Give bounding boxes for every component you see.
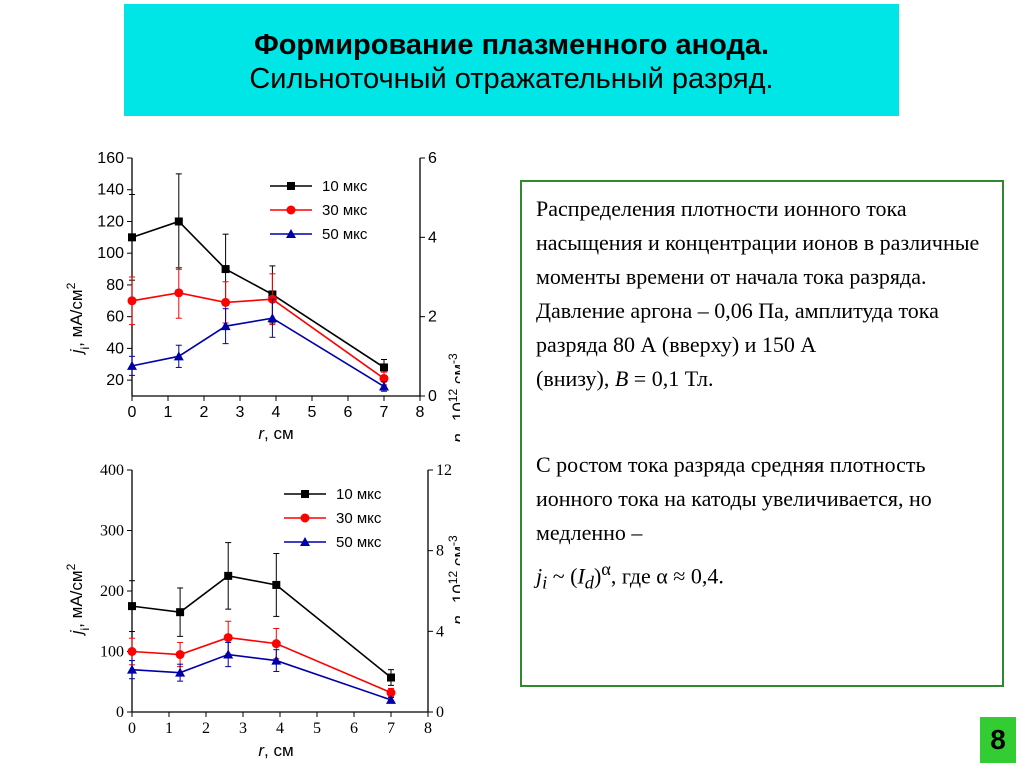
x-tick-label: 8 [416,404,425,421]
legend-label: 50 мкс [322,226,368,243]
y2-tick-label: 12 [436,462,452,479]
data-point [271,655,282,665]
description-box: Распределения плотности ионного тока нас… [520,180,1004,687]
title-banner: Формирование плазменного анода. Сильното… [124,4,899,116]
data-point [379,374,389,384]
x-tick-label: 0 [128,404,137,421]
data-point [176,608,185,617]
legend-label: 30 мкс [336,510,382,527]
x-tick-label: 6 [344,404,353,421]
slide-subtitle: Сильноточный отражательный разряд. [249,63,774,95]
y2-axis-label: ni, 1012 см-3 [446,535,460,625]
y-axis-label: ji, мА/см2 [64,563,92,636]
y-tick-label: 300 [100,523,124,540]
data-point [128,233,136,242]
legend-marker [286,229,296,238]
y-tick-label: 160 [97,150,124,167]
formula: ji ~ (Id)α, где α ≈ 0,4. [536,559,724,593]
data-point [380,363,388,372]
x-tick-label: 5 [308,404,317,421]
y-tick-label: 20 [106,372,124,389]
data-point [175,667,186,677]
legend-label: 30 мкс [322,202,368,219]
data-point [271,639,281,649]
data-point [379,381,389,391]
legend-marker [286,205,296,215]
slide-title: Формирование плазменного анода. [253,29,770,61]
data-point [387,673,395,682]
y-tick-label: 100 [100,644,124,661]
y2-tick-label: 6 [428,150,437,167]
data-point [173,351,184,361]
data-point [127,360,137,370]
y-tick-label: 140 [97,182,124,199]
page-number: 8 [980,717,1016,763]
data-point [127,647,137,656]
y-tick-label: 80 [106,277,124,294]
data-point [224,571,233,580]
y-tick-label: 0 [116,704,124,721]
x-tick-label: 0 [128,720,136,737]
data-point [386,694,396,704]
x-tick-label: 2 [200,404,209,421]
data-point [221,297,231,307]
y-axis-label: ji, мА/см2 [64,282,92,355]
y2-tick-label: 4 [428,229,437,246]
y2-tick-label: 0 [428,388,437,405]
data-point [221,265,230,274]
legend-marker [300,513,310,523]
data-point [128,602,136,611]
description-paragraph-2: С ростом тока разряда средняя плотность … [536,452,932,545]
x-tick-label: 1 [164,404,173,421]
y2-axis-label: ni, 1012 см-3 [446,353,460,443]
x-tick-label: 6 [350,720,358,737]
x-tick-label: 2 [202,720,210,737]
y2-tick-label: 8 [436,543,444,560]
y-tick-label: 100 [97,245,124,262]
data-point [174,217,183,226]
x-tick-label: 3 [239,720,247,737]
x-axis-label: r, см [258,741,293,760]
data-point [223,633,233,643]
data-point [127,296,137,306]
chart-top: 0 1 2 3 4 5 6 7 8 20 40 60 80 100 120 140 160 0 2 4 6 10 мкс 3… [64,150,460,443]
y-tick-label: 200 [100,583,124,600]
data-point [175,650,185,660]
legend-marker [301,490,309,498]
legend-label: 10 мкс [322,178,368,195]
description-paragraph-1: Распределения плотности ионного тока нас… [536,196,980,391]
y2-tick-label: 0 [436,704,444,721]
legend-label: 10 мкс [336,486,382,503]
data-point [267,313,278,323]
data-point [272,580,281,589]
x-tick-label: 4 [272,404,281,421]
series-line-1 [131,292,385,380]
x-axis-label: r, см [258,424,293,443]
data-point [174,288,184,298]
y2-tick-label: 2 [428,309,437,326]
x-tick-label: 5 [313,720,321,737]
legend-marker [287,182,295,190]
data-point [220,321,231,331]
x-tick-label: 7 [387,720,395,737]
y-tick-label: 120 [97,213,124,230]
legend-label: 50 мкс [336,534,382,551]
data-point [127,664,137,674]
x-tick-label: 4 [276,720,284,737]
x-tick-label: 8 [424,720,432,737]
data-point [223,649,234,659]
x-tick-label: 7 [380,404,389,421]
x-tick-label: 3 [236,404,245,421]
y-tick-label: 400 [100,462,124,479]
x-tick-label: 1 [165,720,173,737]
y-tick-label: 40 [106,340,124,357]
y-tick-label: 60 [106,309,124,326]
series-line-0 [131,575,392,679]
legend-marker [300,537,310,546]
data-point [386,688,396,698]
series-line-2 [131,653,392,701]
y2-tick-label: 4 [436,623,444,640]
